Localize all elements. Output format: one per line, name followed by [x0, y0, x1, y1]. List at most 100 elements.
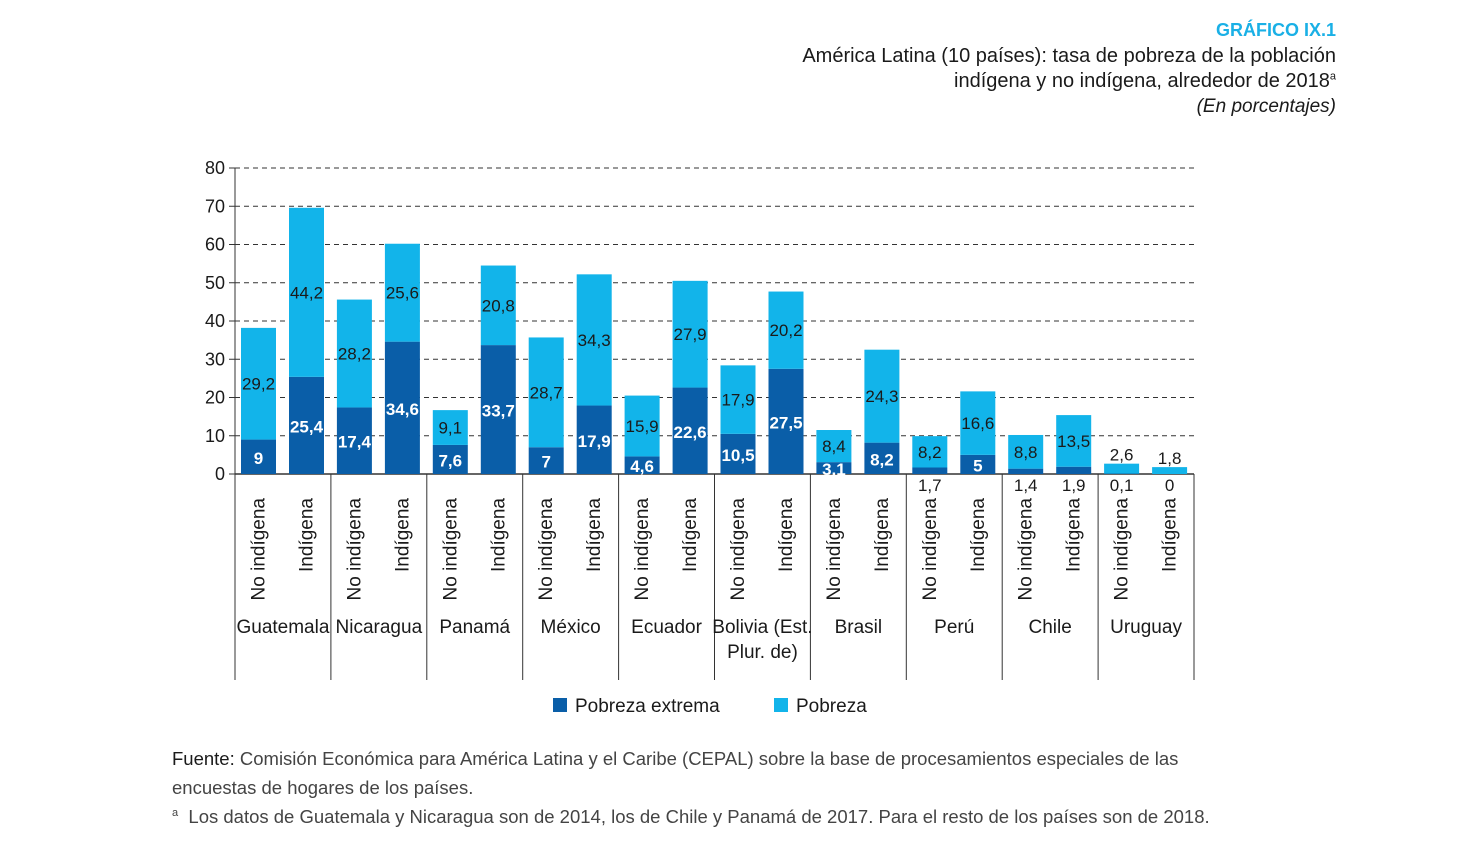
bar-poverty	[1056, 415, 1092, 467]
x-group-label: Bolivia (Est.	[712, 617, 812, 638]
extreme-value-label: 7,6	[438, 451, 462, 470]
bar-poverty	[1104, 463, 1140, 474]
bar-extreme-poverty	[624, 456, 660, 474]
x-subcategory-label: No indígena	[728, 498, 749, 601]
x-group-label: Panamá	[439, 617, 510, 638]
legend-label-extreme: Pobreza extrema	[575, 696, 720, 717]
bar-poverty	[672, 280, 708, 388]
x-group-label: Chile	[1028, 617, 1071, 638]
chart-number: GRÁFICO IX.1	[1215, 20, 1336, 40]
x-subcategory-label: No indígena	[824, 498, 845, 601]
footnote: a Los datos de Guatemala y Nicaragua son…	[172, 806, 1210, 828]
bar-poverty	[336, 299, 372, 408]
footnote-text: Los datos de Guatemala y Nicaragua son d…	[188, 806, 1210, 827]
bar-extreme-poverty	[672, 387, 708, 474]
poverty-value-label: 28,2	[338, 345, 371, 364]
bar-extreme-poverty	[864, 442, 900, 474]
legend-swatch-extreme	[553, 698, 567, 712]
bar-poverty	[960, 391, 996, 455]
bar-poverty	[624, 395, 660, 457]
bar-extreme-poverty	[384, 341, 420, 474]
bar-extreme-poverty	[241, 439, 276, 474]
bar-poverty	[864, 349, 900, 443]
poverty-value-label: 8,8	[1014, 443, 1038, 462]
poverty-value-label: 1,8	[1158, 449, 1182, 468]
y-tick-label: 0	[215, 464, 225, 484]
poverty-value-label: 25,6	[386, 284, 419, 303]
poverty-value-label: 34,3	[578, 331, 611, 350]
poverty-value-label: 20,8	[482, 296, 515, 315]
bar-poverty	[720, 365, 756, 434]
bar-extreme-poverty	[576, 405, 612, 474]
bar-poverty	[816, 430, 852, 463]
chart-title-line2: indígena y no indígena, alrededor de 201…	[954, 70, 1336, 93]
bar-poverty	[289, 207, 324, 377]
y-tick-label: 80	[205, 158, 225, 178]
bar-extreme-poverty	[960, 454, 996, 474]
x-group-label: Guatemala	[236, 617, 329, 638]
poverty-value-label: 44,2	[290, 283, 323, 302]
x-group-label: Perú	[934, 617, 974, 638]
poverty-value-label: 16,6	[961, 414, 994, 433]
x-subcategory-label: Indígena	[1064, 498, 1085, 572]
x-subcategory-label: Indígena	[968, 498, 989, 572]
extreme-value-label: 25,4	[290, 417, 324, 436]
poverty-value-label: 8,2	[918, 443, 942, 462]
poverty-value-label: 13,5	[1057, 432, 1090, 451]
bar-extreme-poverty	[1056, 466, 1092, 474]
extreme-value-label: 0	[1165, 476, 1174, 495]
bar-extreme-poverty	[720, 433, 756, 474]
bar-extreme-poverty	[816, 462, 852, 474]
bar-poverty	[528, 337, 564, 448]
poverty-value-label: 9,1	[438, 419, 462, 438]
chart-subtitle: (En porcentajes)	[1196, 96, 1336, 117]
extreme-value-label: 0,1	[1110, 476, 1134, 495]
bar-poverty	[241, 327, 276, 440]
bar-extreme-poverty	[336, 407, 372, 474]
bar-extreme-poverty	[289, 376, 324, 474]
y-tick-label: 50	[205, 273, 225, 293]
poverty-value-label: 29,2	[242, 375, 275, 394]
poverty-value-label: 24,3	[865, 387, 898, 406]
chart-title-line2-text: indígena y no indígena, alrededor de 201…	[954, 70, 1330, 92]
extreme-value-label: 5	[973, 456, 982, 475]
x-subcategory-label: Indígena	[488, 498, 509, 572]
x-subcategory-label: Indígena	[776, 498, 797, 572]
y-tick-label: 20	[205, 388, 225, 408]
x-subcategory-label: No indígena	[1016, 498, 1037, 601]
extreme-value-label: 9	[254, 449, 263, 468]
poverty-value-label: 27,9	[674, 325, 707, 344]
extreme-value-label: 7	[541, 453, 550, 472]
source-label: Fuente:	[172, 748, 235, 769]
title-footnote-mark: a	[1329, 70, 1336, 83]
bar-poverty	[912, 436, 948, 468]
x-subcategory-label: Indígena	[392, 498, 413, 572]
x-subcategory-label: No indígena	[920, 498, 941, 601]
x-subcategory-label: Indígena	[872, 498, 893, 572]
extreme-value-label: 34,6	[386, 400, 419, 419]
x-subcategory-label: Indígena	[680, 498, 701, 572]
poverty-value-label: 20,2	[769, 321, 802, 340]
x-subcategory-label: No indígena	[632, 498, 653, 601]
extreme-value-label: 4,6	[630, 457, 654, 476]
bar-poverty	[432, 410, 468, 445]
bar-poverty	[480, 265, 516, 346]
x-subcategory-label: No indígena	[536, 498, 557, 601]
x-group-label: Nicaragua	[336, 617, 423, 638]
bar-extreme-poverty	[480, 345, 516, 474]
bar-poverty	[384, 243, 420, 342]
x-subcategory-label: Indígena	[297, 498, 318, 572]
chart-title-line1: América Latina (10 países): tasa de pobr…	[802, 45, 1336, 67]
y-tick-label: 70	[205, 196, 225, 216]
bar-poverty	[1152, 467, 1188, 474]
extreme-value-label: 17,9	[578, 432, 611, 451]
bar-poverty	[1008, 434, 1044, 469]
extreme-value-label: 1,9	[1062, 476, 1086, 495]
legend-swatch-poverty	[774, 698, 788, 712]
extreme-value-label: 22,6	[674, 423, 707, 442]
y-tick-label: 10	[205, 426, 225, 446]
x-group-label: Ecuador	[631, 617, 702, 638]
footnote-mark: a	[172, 806, 179, 819]
x-subcategory-label: No indígena	[1112, 498, 1133, 601]
